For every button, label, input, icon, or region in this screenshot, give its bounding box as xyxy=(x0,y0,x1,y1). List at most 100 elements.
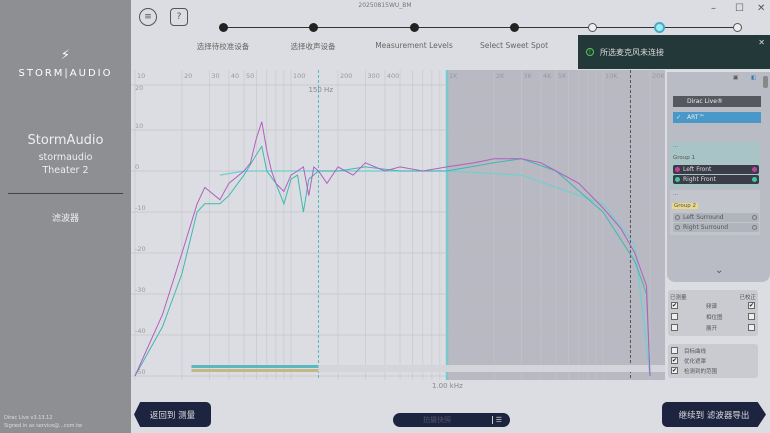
y-tick-label: -20 xyxy=(135,245,146,253)
bolt-icon: ⚡ xyxy=(60,48,71,63)
progress-line xyxy=(223,27,738,28)
view-row-label: 频谱 xyxy=(706,304,718,310)
snapshot-button[interactable]: 拍摄快照 ☰ xyxy=(393,413,510,427)
device-user: stormaudio xyxy=(38,152,93,163)
x-tick-label: 400 xyxy=(387,72,399,80)
copy-icon[interactable]: ▣ xyxy=(733,75,739,81)
y-tick-label: -50 xyxy=(135,368,146,376)
x-tick-label: 20K xyxy=(652,72,665,80)
step-6-dot[interactable] xyxy=(654,22,665,33)
overlay-label: 目标曲线 xyxy=(684,349,707,355)
next-button[interactable]: 继续到 滤波器导出 xyxy=(662,402,766,427)
y-tick-label: -10 xyxy=(135,204,146,212)
x-tick-label: 40 xyxy=(231,72,239,80)
overlay-checkbox[interactable]: ✔ xyxy=(671,367,678,374)
y-tick-label: 20 xyxy=(135,84,143,92)
right-front-curve xyxy=(134,145,651,377)
device-room: Theater 2 xyxy=(42,165,89,176)
device-name: StormAudio xyxy=(27,133,104,148)
list-icon[interactable]: ☰ xyxy=(491,416,502,424)
x-tick-label: 10K xyxy=(605,72,618,80)
option-art[interactable]: ✓ ART™ xyxy=(673,112,761,123)
channel-left-front[interactable]: Left Front xyxy=(673,165,759,174)
step-2-label: 选择收声设备 xyxy=(290,42,336,51)
channel-right-surround[interactable]: Right Surround xyxy=(673,223,759,232)
overlay-label: 优化遮罩 xyxy=(684,359,707,365)
left-front-curve xyxy=(134,121,651,377)
x-tick-label: 3K xyxy=(523,72,532,80)
step-1-dot[interactable] xyxy=(219,23,228,32)
step-4-dot[interactable] xyxy=(510,23,519,32)
back-button[interactable]: 返回到 测量 xyxy=(134,402,211,427)
step-7-dot[interactable] xyxy=(733,23,742,32)
marker-label: 150 Hz xyxy=(308,86,333,94)
y-tick-label: 0 xyxy=(135,163,139,171)
step-1-label: 选择待校准设备 xyxy=(196,42,250,51)
scrollbar[interactable] xyxy=(763,76,768,88)
x-tick-label: 50 xyxy=(246,72,254,80)
step-5-dot[interactable] xyxy=(588,23,597,32)
x-tick-label: 200 xyxy=(340,72,352,80)
toast-close-button[interactable]: ✕ xyxy=(758,38,765,47)
measured-checkbox[interactable] xyxy=(671,324,678,331)
group-name: Group 2 xyxy=(672,203,698,209)
x-tick-label: 300 xyxy=(367,72,379,80)
sidebar: ⚡ STORM|AUDIO StormAudio stormaudio Thea… xyxy=(0,0,131,433)
x-tick-label: 2K xyxy=(496,72,505,80)
x-tick-label: 5K xyxy=(558,72,567,80)
x-tick-label: 10 xyxy=(137,72,145,80)
range-bar-bg xyxy=(318,365,665,372)
step-4-label: Select Sweet Spot xyxy=(479,41,549,50)
channel-right-front[interactable]: Right Front xyxy=(673,175,759,184)
measured-checkbox[interactable] xyxy=(671,313,678,320)
close-button[interactable]: ✕ xyxy=(757,3,766,14)
measured-checkbox[interactable]: ✔ xyxy=(671,302,678,309)
x-tick-label: 1K xyxy=(449,72,458,80)
group-1[interactable]: ··· Group 1 Left Front Right Front xyxy=(670,142,760,187)
overlay-checkbox[interactable]: ✔ xyxy=(671,357,678,364)
x-tick-label: 20 xyxy=(184,72,192,80)
window-title: 20250815WU_BM xyxy=(358,2,412,9)
step-2-dot[interactable] xyxy=(309,23,318,32)
minimize-button[interactable]: – xyxy=(711,3,716,14)
divider xyxy=(8,193,123,194)
toast-message: 所选麦克风未连接 xyxy=(600,47,664,57)
frequency-response-chart[interactable]: 10 20 30 40 50 100 200 300 400 1K 2K 3K 4K 5K 10K 20K20… xyxy=(131,70,667,392)
signed-in: Signed in as service@...com.tw xyxy=(4,423,83,429)
corrected-checkbox[interactable] xyxy=(748,324,755,331)
x-tick-label: 30 xyxy=(211,72,219,80)
corrected-checkbox[interactable] xyxy=(748,313,755,320)
view-options: 已测量 已校正 ✔ 频谱 ✔ 相位图展开 xyxy=(668,290,758,336)
y-tick-label: -30 xyxy=(135,286,146,294)
sidebar-item-filters[interactable]: 滤波器 xyxy=(51,214,79,224)
group-name: Group 1 xyxy=(673,155,695,161)
menu-icon[interactable]: ≡ xyxy=(139,8,157,26)
overlay-checkbox[interactable] xyxy=(671,347,678,354)
corrected-checkbox[interactable]: ✔ xyxy=(748,302,755,309)
logo: STORM|AUDIO xyxy=(18,68,113,79)
channel-panel: ▣ ◧ Dirac Live® ✓ ART™ ··· Group 1 Left F… xyxy=(667,72,770,282)
y-tick-label: 10 xyxy=(135,122,143,130)
x-tick-label: 4K xyxy=(543,72,552,80)
measured-label: 已测量 xyxy=(670,295,687,301)
export-icon[interactable]: ◧ xyxy=(751,75,757,81)
toast-notification: ! 所选麦克风未连接 ✕ xyxy=(578,35,770,69)
view-row-label: 展开 xyxy=(706,326,718,332)
range-bar xyxy=(191,365,319,368)
corrected-label: 已校正 xyxy=(739,295,756,301)
info-icon: ! xyxy=(586,48,594,56)
y-tick-label: -40 xyxy=(135,327,146,335)
step-3-label: Measurement Levels xyxy=(375,41,453,50)
view-row-label: 相位图 xyxy=(706,315,723,321)
group-2[interactable]: ··· Group 2 Left Surround Right Surround xyxy=(670,190,760,235)
overlay-options: 目标曲线 ✔ 优化遮罩 ✔ 检测到的范围 xyxy=(668,344,758,378)
version: Dirac Live v3.13.12 xyxy=(4,415,53,421)
chevron-down-icon[interactable]: ⌄ xyxy=(715,265,724,276)
option-dirac-live[interactable]: Dirac Live® xyxy=(673,96,761,107)
range-bar-2 xyxy=(191,369,319,372)
channel-left-surround[interactable]: Left Surround xyxy=(673,213,759,222)
step-3-dot[interactable] xyxy=(410,23,419,32)
overlay-label: 检测到的范围 xyxy=(684,369,718,375)
help-button[interactable]: ? xyxy=(170,8,188,26)
maximize-button[interactable]: ☐ xyxy=(735,3,744,14)
